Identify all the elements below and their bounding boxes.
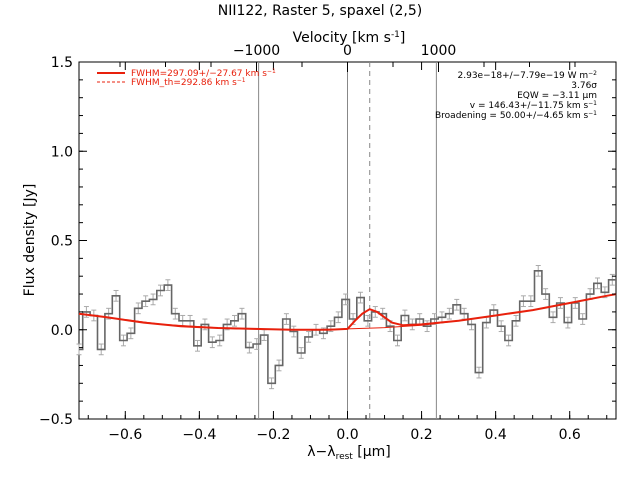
y-axis-ticks: −0.5 0.0 0.5 1.0 1.5	[39, 55, 616, 428]
annotation-text: 2.93e−18+/−7.79e−19 W m−2	[458, 70, 598, 81]
y-tick-label: 1.0	[51, 144, 73, 160]
x-tick-label: 0.0	[336, 427, 358, 443]
annotation-text: v = 146.43+/−11.75 km s−1	[470, 100, 597, 111]
x-tick-label: −0.4	[182, 427, 216, 443]
top-tick-label: 0	[343, 43, 352, 59]
x-tick-label: −0.6	[108, 427, 142, 443]
y-tick-label: 0.5	[51, 234, 73, 250]
y-tick-label: 0.0	[51, 323, 73, 339]
y-axis-label: Flux density [Jy]	[22, 184, 38, 297]
top-tick-label: −1000	[233, 43, 280, 59]
legend-label: FWHM=297.09+/−27.67 km s−1	[131, 68, 276, 79]
top-axis-label: Velocity [km s-1]	[293, 30, 406, 46]
spectrum-histogram	[79, 270, 616, 385]
legend: FWHM=297.09+/−27.67 km s−1FWHM_th=292.86…	[97, 68, 276, 88]
x-axis-ticks: −0.6 −0.4 −0.2 0.0 0.2 0.4 0.6	[87, 62, 608, 443]
x-tick-label: −0.2	[256, 427, 290, 443]
legend-label: FWHM_th=292.86 km s−1	[131, 77, 246, 88]
annotation-text: 3.76σ	[571, 81, 597, 91]
y-tick-label: −0.5	[39, 412, 73, 428]
annotation-text: EQW = −3.11 μm	[517, 91, 597, 101]
top-tick-label: 1000	[421, 43, 457, 59]
top-velocity-axis-ticks: −1000 0 1000	[119, 43, 576, 72]
chart-title: NII122, Raster 5, spaxel (2,5)	[218, 3, 423, 19]
x-tick-label: 0.6	[559, 427, 581, 443]
y-tick-label: 1.5	[51, 55, 73, 71]
x-tick-label: 0.4	[485, 427, 507, 443]
x-axis-label: λ−λrest [μm]	[307, 444, 391, 462]
vertical-reference-lines	[258, 62, 437, 419]
x-tick-label: 0.2	[410, 427, 432, 443]
annotation-text: Broadening = 50.00+/−4.65 km s−1	[435, 110, 597, 121]
gaussian-fit-line	[78, 293, 617, 331]
